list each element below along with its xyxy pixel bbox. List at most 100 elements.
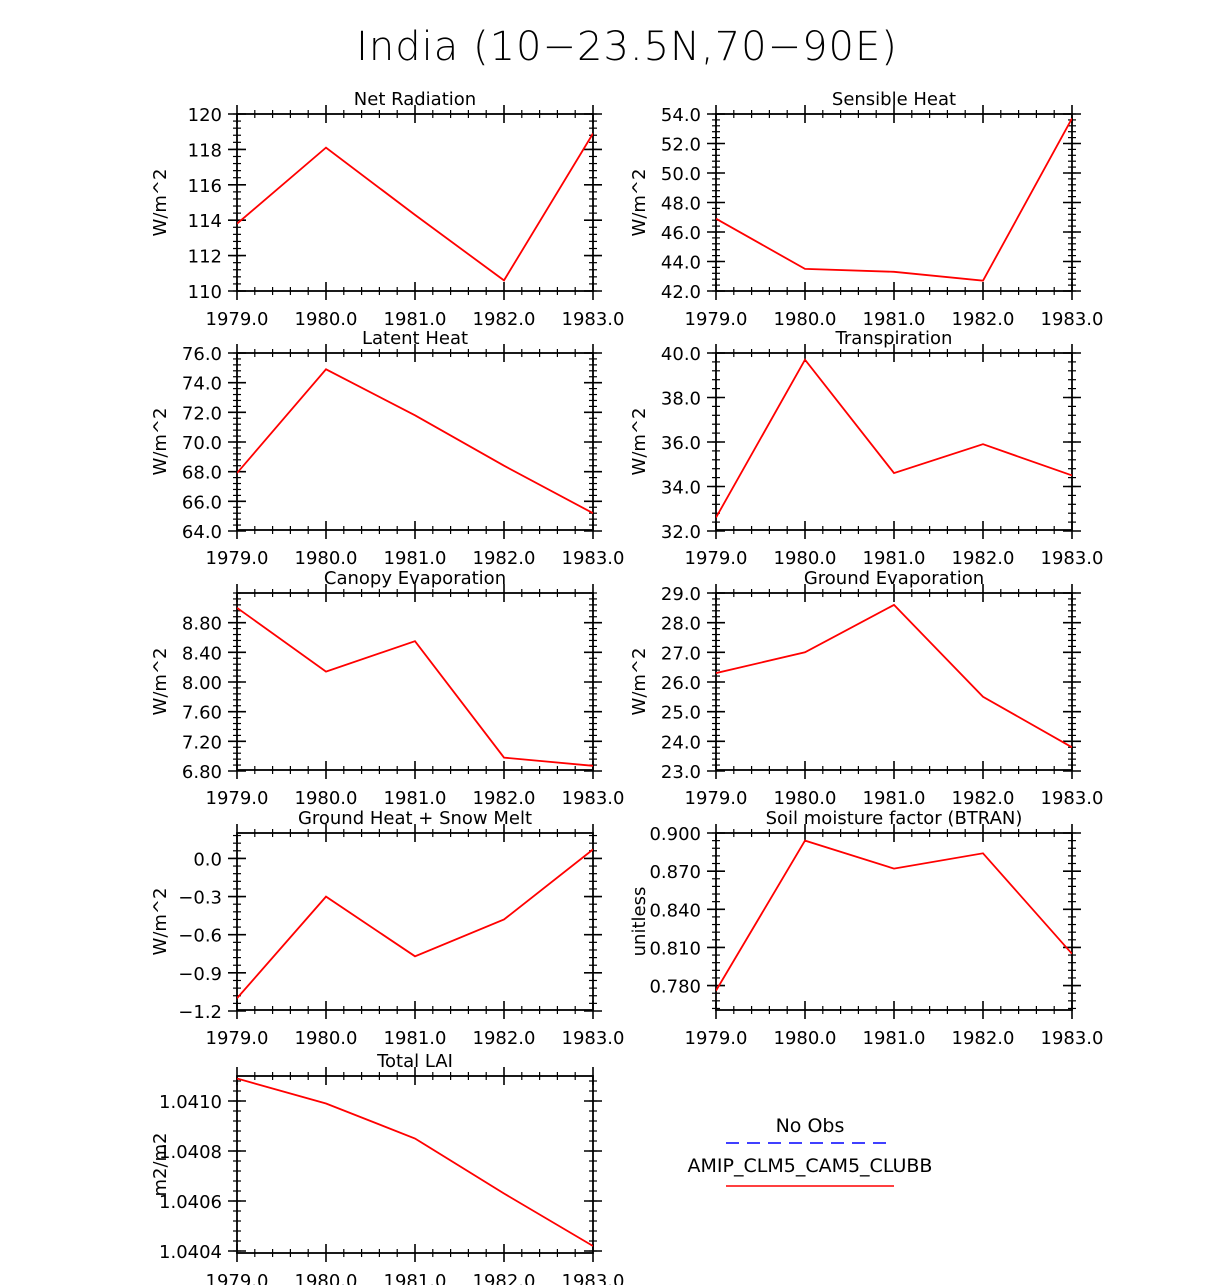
plot-frame <box>236 832 594 1011</box>
y-tick-label: 32.0 <box>661 522 701 543</box>
panel-net-radiation: 1979.0 1980.0 1981.0 1982.0 1983.0 110 112 114 1… <box>150 89 624 330</box>
panel-total-lai: 1979.0 1980.0 1981.0 1982.0 1983.0 1.0404 1.04… <box>150 1051 624 1285</box>
x-tick-label: 1980.0 <box>774 548 837 569</box>
x-tick-label: 1980.0 <box>295 1028 358 1049</box>
y-tick-label: 0.780 <box>649 977 701 998</box>
x-tick-label: 1982.0 <box>952 1028 1015 1049</box>
panel-title: Soil moisture factor (BTRAN) <box>766 808 1023 829</box>
x-tick-label: 1982.0 <box>473 309 536 330</box>
x-tick-label: 1981.0 <box>384 1271 447 1285</box>
y-tick-label: 0.900 <box>649 824 701 845</box>
plot-frame <box>236 592 594 771</box>
y-tick-label: 34.0 <box>661 478 701 499</box>
y-tick-label: 24.0 <box>661 732 701 753</box>
y-tick-label: 46.0 <box>661 223 701 244</box>
x-tick-label: 1982.0 <box>473 1271 536 1285</box>
x-tick-label: 1979.0 <box>685 309 748 330</box>
x-tick-label: 1980.0 <box>295 1271 358 1285</box>
series-line-amip-clm5-cam5-clubb <box>716 117 1072 282</box>
legend: No Obs AMIP_CLM5_CAM5_CLUBB <box>688 1115 933 1187</box>
y-tick-label: 54.0 <box>661 105 701 126</box>
panels: 1979.0 1980.0 1981.0 1982.0 1983.0 110 112 114 1… <box>150 89 1103 1285</box>
y-tick-label: 29.0 <box>661 584 701 605</box>
x-tick-label: 1980.0 <box>774 309 837 330</box>
y-tick-label: 27.0 <box>661 643 701 664</box>
y-tick-label: −0.9 <box>178 964 222 985</box>
x-tick-label: 1983.0 <box>562 1028 625 1049</box>
y-tick-label: 0.0 <box>193 849 222 870</box>
x-tick-label: 1981.0 <box>863 548 926 569</box>
series-line-amip-clm5-cam5-clubb <box>716 839 1072 992</box>
y-tick-label: 1.0408 <box>159 1142 222 1163</box>
y-tick-label: 1.0404 <box>159 1242 222 1263</box>
plot-frame <box>236 1075 594 1254</box>
plot-frame <box>236 352 594 531</box>
plot-frame <box>715 352 1073 531</box>
x-tick-label: 1983.0 <box>1041 788 1104 809</box>
panel-title: Ground Evaporation <box>804 568 984 589</box>
x-tick-label: 1979.0 <box>685 1028 748 1049</box>
plot-frame <box>715 113 1073 292</box>
x-tick-label: 1982.0 <box>473 788 536 809</box>
y-tick-label: −0.6 <box>178 926 222 947</box>
y-tick-label: 74.0 <box>182 374 222 395</box>
y-tick-label: −1.2 <box>178 1002 222 1023</box>
series-line-amip-clm5-cam5-clubb <box>237 607 593 767</box>
y-tick-label: 112 <box>188 247 222 268</box>
x-tick-label: 1983.0 <box>562 309 625 330</box>
x-tick-label: 1983.0 <box>1041 1028 1104 1049</box>
x-tick-label: 1983.0 <box>1041 548 1104 569</box>
y-tick-label: 1.0406 <box>159 1192 222 1213</box>
series-line-amip-clm5-cam5-clubb <box>237 1077 593 1247</box>
y-tick-label: 44.0 <box>661 253 701 274</box>
y-tick-label: 28.0 <box>661 614 701 635</box>
x-tick-label: 1979.0 <box>206 788 269 809</box>
y-tick-label: 52.0 <box>661 135 701 156</box>
x-tick-label: 1981.0 <box>863 1028 926 1049</box>
legend-label-model: AMIP_CLM5_CAM5_CLUBB <box>688 1155 933 1177</box>
y-axis-label: W/m^2 <box>629 648 650 716</box>
x-tick-label: 1983.0 <box>562 1271 625 1285</box>
x-tick-label: 1982.0 <box>473 548 536 569</box>
y-tick-label: 7.20 <box>182 732 222 753</box>
y-tick-label: 38.0 <box>661 389 701 410</box>
y-tick-label: 8.40 <box>182 643 222 664</box>
figure-title: India (10−23.5N,70−90E) <box>356 24 898 70</box>
y-tick-label: 114 <box>188 211 222 232</box>
series-line-amip-clm5-cam5-clubb <box>716 358 1072 519</box>
plot-frame <box>236 113 594 292</box>
y-tick-label: 40.0 <box>661 344 701 365</box>
x-tick-label: 1981.0 <box>384 309 447 330</box>
y-axis-label: unitless <box>629 887 650 957</box>
x-tick-label: 1981.0 <box>863 309 926 330</box>
x-tick-label: 1981.0 <box>384 548 447 569</box>
panel-ground-evaporation: 1979.0 1980.0 1981.0 1982.0 1983.0 23.0 24.0 25… <box>629 568 1103 809</box>
series-line-amip-clm5-cam5-clubb <box>716 603 1072 749</box>
y-tick-label: 1.0410 <box>159 1092 222 1113</box>
y-tick-label: 42.0 <box>661 282 701 303</box>
y-tick-label: 26.0 <box>661 673 701 694</box>
y-tick-label: 8.00 <box>182 673 222 694</box>
x-tick-label: 1980.0 <box>774 1028 837 1049</box>
x-tick-label: 1981.0 <box>863 788 926 809</box>
x-tick-label: 1979.0 <box>206 1271 269 1285</box>
y-tick-label: 120 <box>188 105 222 126</box>
y-tick-label: 0.840 <box>649 900 701 921</box>
panel-transpiration: 1979.0 1980.0 1981.0 1982.0 1983.0 32.0 34.0 36… <box>629 328 1103 569</box>
x-tick-label: 1982.0 <box>952 548 1015 569</box>
y-axis-label: W/m^2 <box>150 888 171 956</box>
panel-canopy-evaporation: 1979.0 1980.0 1981.0 1982.0 1983.0 6.80 7.20 7.… <box>150 568 624 809</box>
panel-title: Latent Heat <box>362 328 468 349</box>
series-line-amip-clm5-cam5-clubb <box>237 368 593 514</box>
y-axis-label: W/m^2 <box>150 408 171 476</box>
x-tick-label: 1983.0 <box>562 788 625 809</box>
x-tick-label: 1980.0 <box>295 788 358 809</box>
panel-sensible-heat: 1979.0 1980.0 1981.0 1982.0 1983.0 42.0 44.0 46… <box>629 89 1103 330</box>
y-axis-label: W/m^2 <box>150 169 171 237</box>
y-tick-label: 50.0 <box>661 164 701 185</box>
x-tick-label: 1981.0 <box>384 1028 447 1049</box>
y-tick-label: 76.0 <box>182 344 222 365</box>
panel-soil-moisture-factor-btran: 1979.0 1980.0 1981.0 1982.0 1983.0 0.780 0.810… <box>629 808 1103 1049</box>
x-tick-label: 1980.0 <box>295 548 358 569</box>
